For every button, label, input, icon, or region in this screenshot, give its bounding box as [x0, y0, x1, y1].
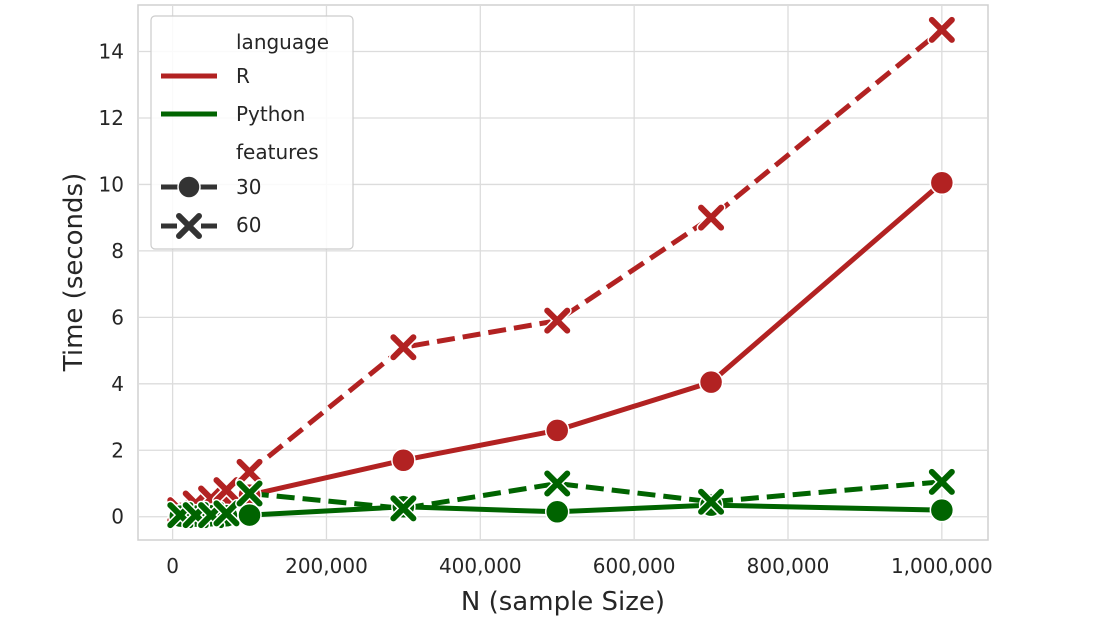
- x-tick-label: 200,000: [285, 554, 368, 578]
- y-tick-label: 10: [99, 172, 124, 196]
- y-tick-label: 14: [99, 40, 124, 64]
- x-tick-label: 600,000: [593, 554, 676, 578]
- data-point-python-30: [929, 497, 955, 523]
- x-tick-labels: 0 200,000 400,000 600,000 800,000 1,000,000: [166, 554, 992, 578]
- data-point-python-60: [696, 487, 726, 517]
- x-tick-label: 0: [166, 554, 179, 578]
- legend-title-features: features: [236, 140, 319, 164]
- data-point-python-30: [237, 502, 262, 528]
- data-point-r-60: [927, 15, 957, 45]
- data-point-python-60: [211, 498, 241, 528]
- data-point-r-60: [235, 457, 265, 487]
- y-tick-label: 2: [111, 438, 124, 462]
- data-point-python-30: [544, 499, 570, 525]
- data-point-python-60: [542, 469, 572, 499]
- data-point-r-60: [388, 332, 418, 362]
- legend-swatch-30: [161, 175, 217, 199]
- x-tick-label: 400,000: [439, 554, 522, 578]
- data-point-python-60: [235, 478, 265, 508]
- legend-label-r: R: [236, 64, 250, 88]
- y-tick-label: 12: [99, 106, 124, 130]
- data-point-r-60: [542, 306, 572, 336]
- data-point-r-30: [544, 418, 570, 443]
- y-tick-label: 6: [111, 305, 124, 329]
- y-axis-label: Time (seconds): [59, 173, 89, 372]
- x-axis-label: N (sample Size): [461, 587, 665, 617]
- legend-title-language: language: [236, 30, 329, 54]
- data-point-r-60: [696, 203, 726, 233]
- legend-label-30: 30: [236, 175, 261, 199]
- legend-label-60: 60: [236, 213, 261, 237]
- data-markers: [165, 15, 957, 530]
- data-point-r-30: [698, 369, 724, 395]
- data-point-r-30: [391, 447, 416, 473]
- y-tick-label: 4: [111, 372, 124, 396]
- data-point-r-30: [929, 170, 955, 196]
- legend: language R Python features 30 60: [150, 15, 354, 250]
- legend-swatch-60: [161, 211, 217, 241]
- data-point-r-60: [211, 475, 241, 505]
- y-tick-label: 0: [111, 505, 124, 529]
- x-tick-label: 1,000,000: [891, 554, 993, 578]
- y-tick-label: 8: [111, 239, 124, 263]
- data-point-python-60: [388, 493, 418, 523]
- x-tick-label: 800,000: [747, 554, 830, 578]
- y-tick-labels: 0 2 4 6 8 10 12 14: [99, 40, 124, 529]
- legend-label-python: Python: [236, 102, 305, 126]
- data-point-python-60: [927, 467, 957, 497]
